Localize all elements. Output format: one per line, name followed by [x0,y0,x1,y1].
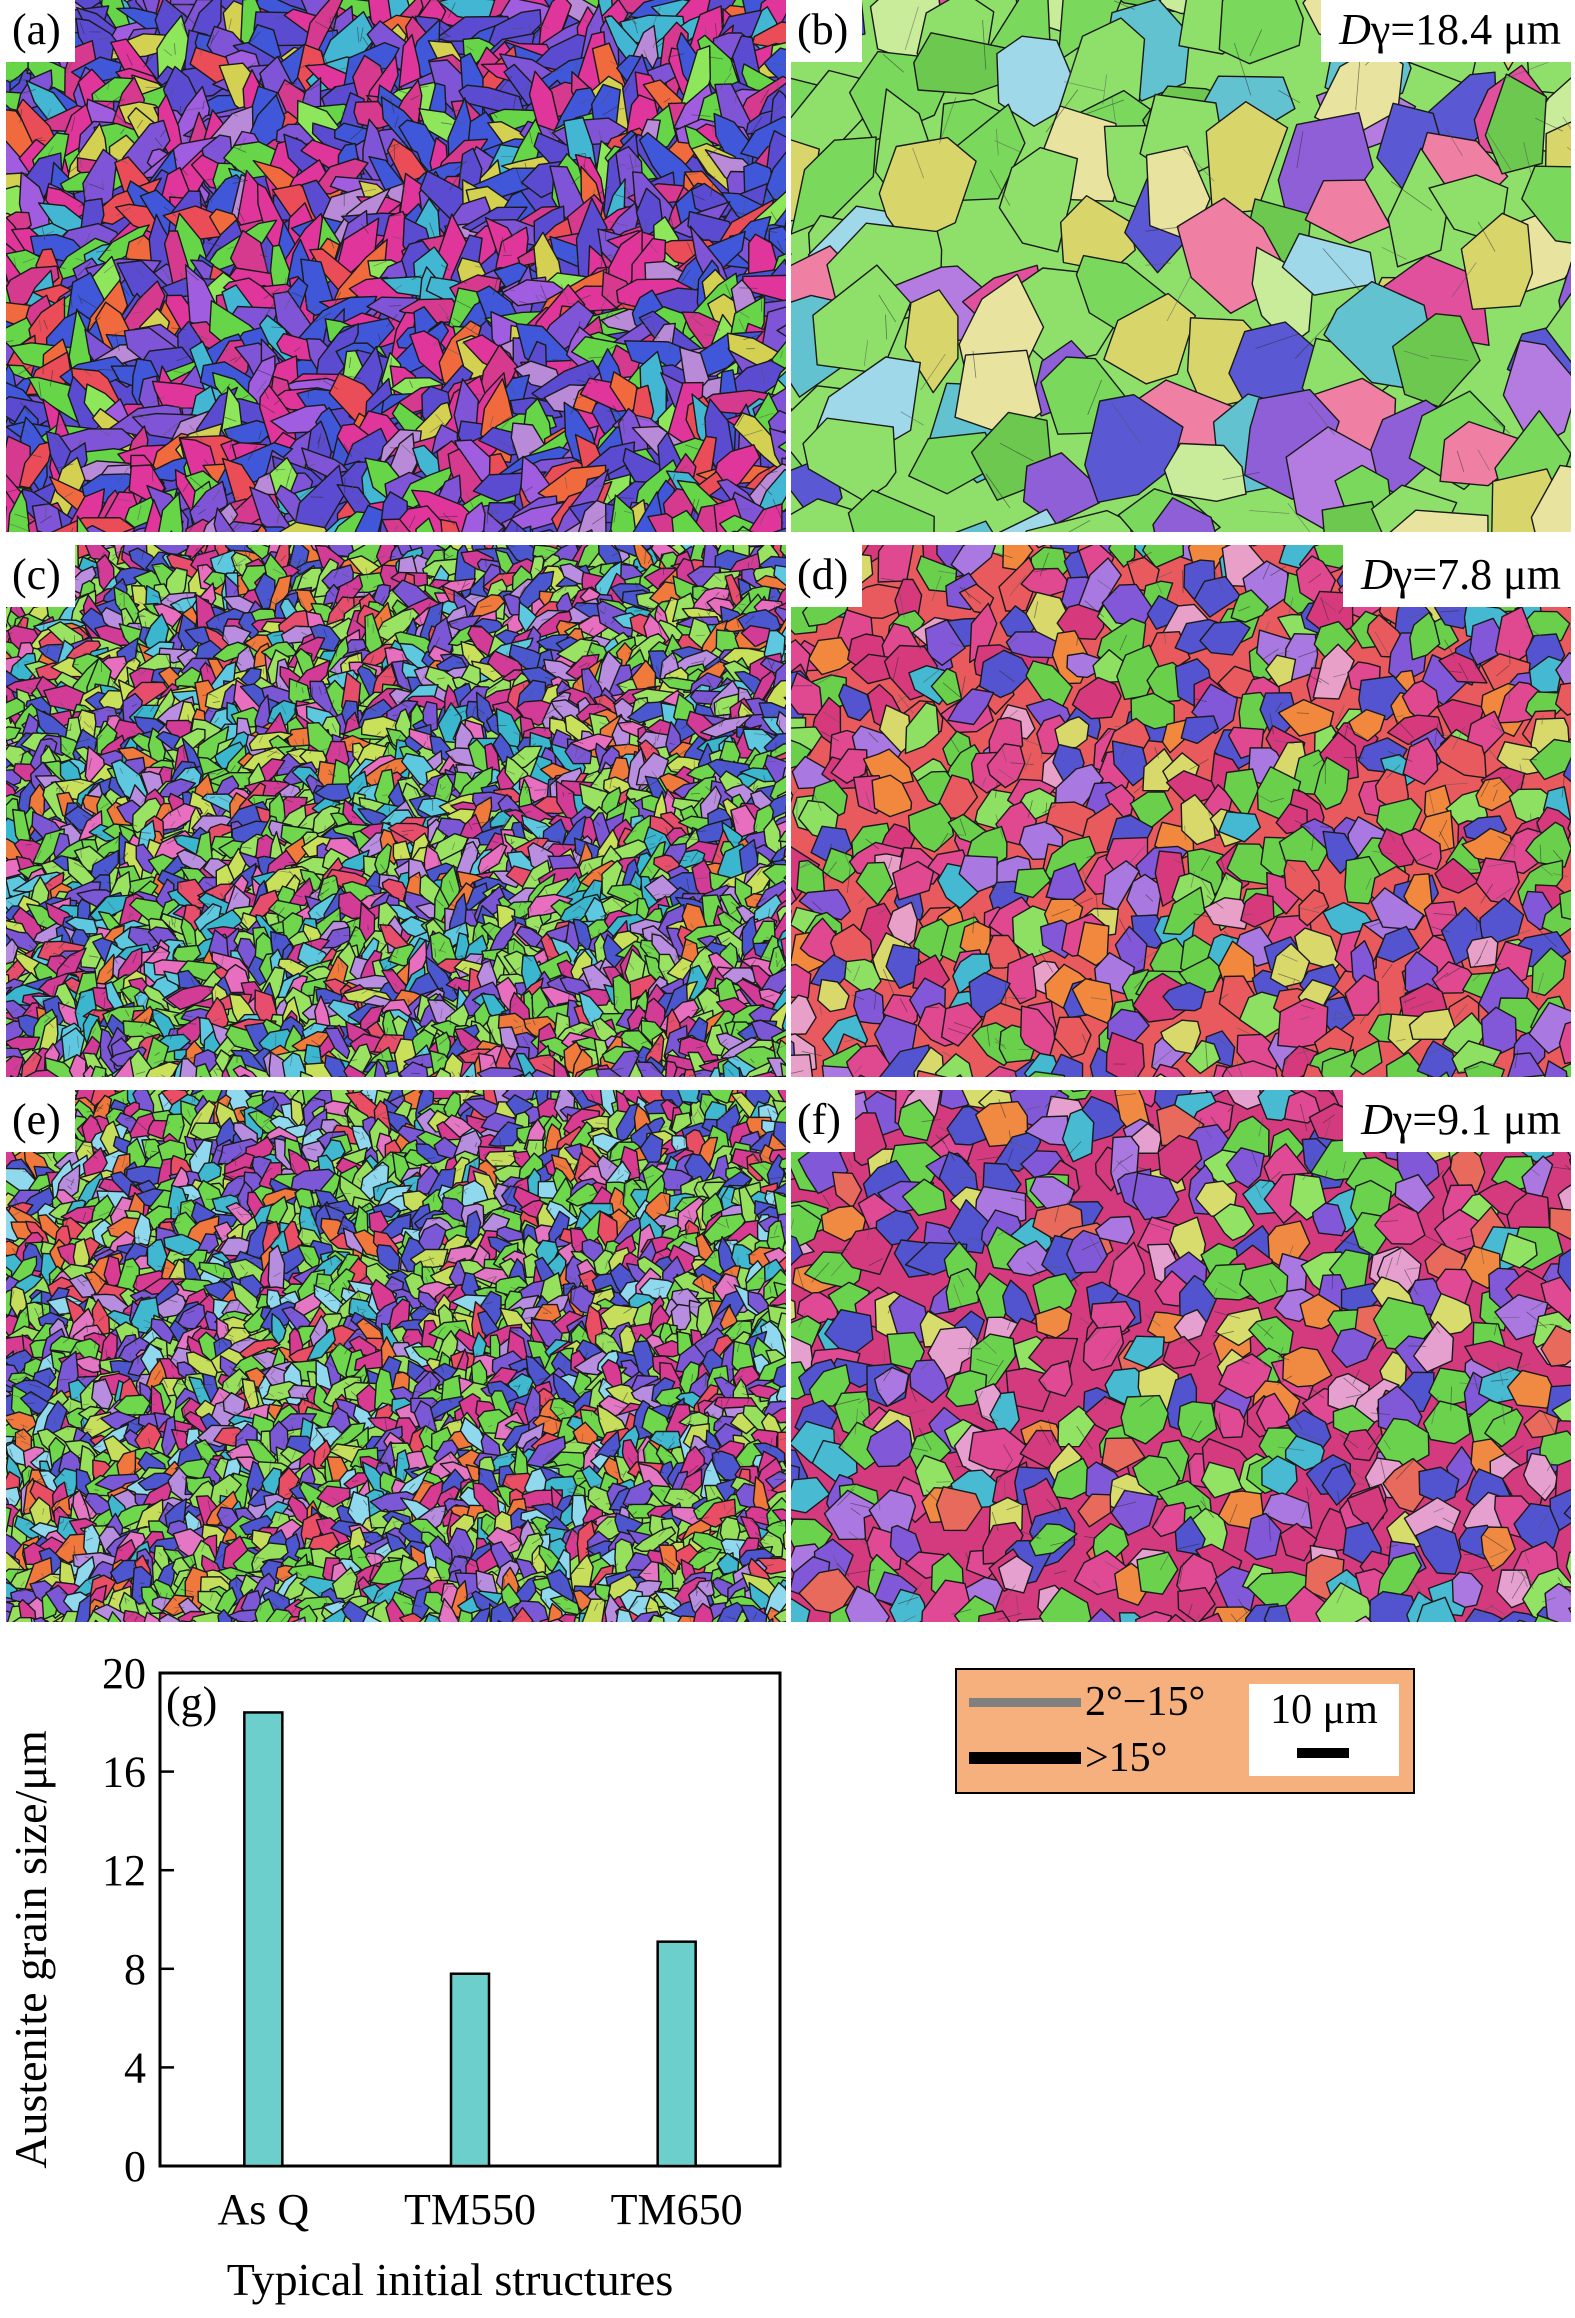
panel-f: (f) Dγ=9.1 μm [791,1090,1571,1622]
panel-d-grain-size-symbol: D [1361,550,1393,599]
panel-f-grain-size-value: γ=9.1 μm [1392,1095,1561,1144]
panel-f-grain-size-symbol: D [1361,1095,1393,1144]
panel-f-label: (f) [791,1090,855,1152]
panel-d: (d) Dγ=7.8 μm [791,545,1571,1077]
micrograph-b [791,0,1571,532]
legend-row-low-angle: 2°−15° [969,1679,1206,1725]
micrograph-a [6,0,786,532]
y-tick-label: 20 [102,1655,146,1698]
panel-g-label: (g) [166,1678,217,1727]
panel-c-label: (c) [6,545,75,607]
legend-low-angle-label: 2°−15° [1085,1679,1206,1725]
high-angle-boundary-swatch [969,1752,1081,1764]
low-angle-boundary-swatch [969,1697,1081,1707]
panel-b-grain-size: Dγ=18.4 μm [1321,0,1571,62]
panel-b-label: (b) [791,0,863,62]
x-tick-label: As Q [217,2185,309,2234]
scale-bar-label: 10 μm [1270,1687,1378,1733]
scale-bar: 10 μm [1249,1684,1399,1776]
grain-size-chart: 0 4 8 12 16 20 As Q TM550 TM650 (g) Typical initia… [5,1655,782,2305]
y-tick-label: 0 [124,2142,146,2191]
micrograph-d [791,545,1571,1077]
scale-bar-line [1297,1748,1349,1758]
legend-high-angle-label: >15° [1085,1735,1168,1781]
y-axis-label: Austenite grain size/μm [5,1730,56,2169]
legend-row-high-angle: >15° [969,1735,1168,1781]
panel-e-label: (e) [6,1090,75,1152]
bar-tm550 [449,1972,491,2168]
panel-b-grain-size-symbol: D [1339,5,1371,54]
panel-b: (b) Dγ=18.4 μm [791,0,1571,532]
micrograph-f [791,1090,1571,1622]
x-tick-label: TM650 [611,2185,743,2234]
panel-c: (c) [6,545,786,1077]
panel-a-label: (a) [6,0,75,62]
boundary-legend: 2°−15° >15° 10 μm [955,1668,1415,1794]
micrograph-e [6,1090,786,1622]
x-tick-label: TM550 [404,2185,536,2234]
panel-d-grain-size: Dγ=7.8 μm [1343,545,1571,607]
y-tick-label: 12 [102,1846,146,1895]
y-tick-label: 16 [102,1748,146,1797]
panel-d-grain-size-value: γ=7.8 μm [1392,550,1561,599]
panel-f-grain-size: Dγ=9.1 μm [1343,1090,1571,1152]
bar-as-q [243,1711,284,2168]
bar-tm650 [656,1940,697,2168]
y-tick-label: 4 [124,2043,146,2092]
micrograph-c [6,545,786,1077]
panel-a: (a) [6,0,786,532]
panel-e: (e) [6,1090,786,1622]
x-axis-label: Typical initial structures [227,2254,673,2305]
panel-b-grain-size-value: γ=18.4 μm [1370,5,1561,54]
panel-d-label: (d) [791,545,863,607]
y-tick-label: 8 [124,1945,146,1994]
